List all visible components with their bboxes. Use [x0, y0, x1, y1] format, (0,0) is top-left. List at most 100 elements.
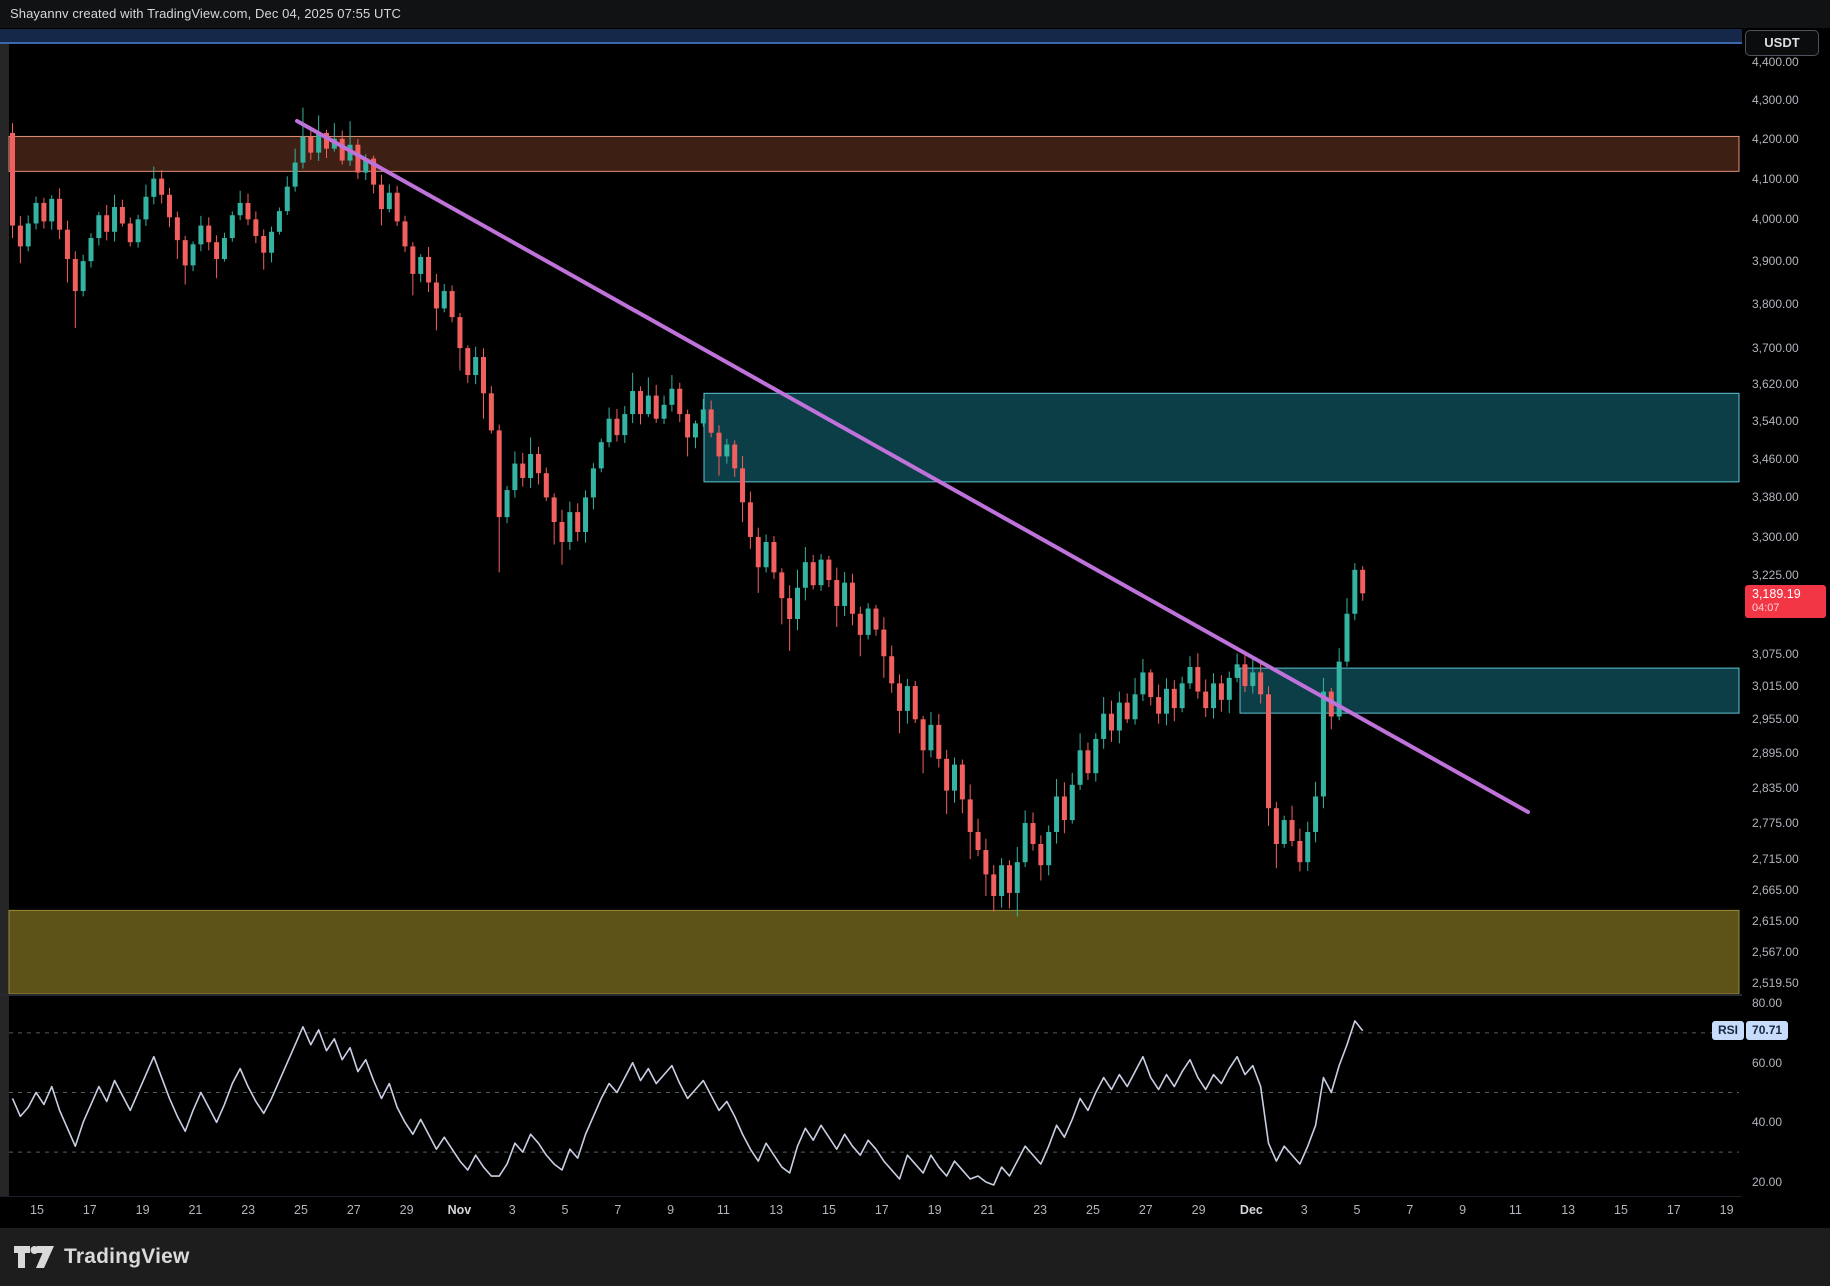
price-axis-label: 2,665.00 [1752, 882, 1799, 897]
time-axis-label: 5 [1353, 1203, 1361, 1217]
last-price-label: 3,189.19 04:07 [1745, 585, 1826, 619]
candle-body [49, 198, 55, 222]
price-axis-label: 3,300.00 [1752, 529, 1799, 544]
price-axis-label: 4,400.00 [1752, 55, 1799, 69]
candle-body [253, 219, 259, 236]
candle-body [802, 562, 808, 588]
candle-body [1328, 691, 1334, 717]
candle-body [1124, 702, 1130, 720]
quote-currency-badge[interactable]: USDT [1745, 30, 1819, 56]
candle-body [1014, 862, 1020, 893]
time-axis-label: 21 [188, 1203, 203, 1217]
candle-body [849, 582, 855, 614]
candle-body [276, 211, 282, 232]
price-axis-label: 3,900.00 [1752, 254, 1799, 269]
candle-body [936, 724, 942, 759]
candle-body [1203, 691, 1209, 709]
candle-body [481, 357, 486, 394]
candle-body [64, 229, 70, 260]
price-axis-label: 2,775.00 [1752, 816, 1799, 831]
candle-body [1156, 697, 1162, 714]
time-axis-label: Nov [447, 1203, 472, 1217]
candle-body [88, 238, 94, 262]
candle-body [221, 238, 227, 260]
price-axis-label: 3,075.00 [1752, 646, 1799, 661]
candle-body [944, 758, 950, 791]
price-axis-label: 3,620.00 [1752, 377, 1799, 392]
price-axis-label: 3,225.00 [1752, 567, 1799, 582]
candle-body [897, 683, 903, 711]
candle-body [810, 562, 816, 586]
candle-body [700, 409, 706, 424]
time-axis-label: 19 [1719, 1203, 1734, 1217]
candle-body [127, 223, 133, 243]
candle-body [245, 202, 251, 220]
candle-body [214, 242, 220, 260]
candle-body [920, 719, 926, 751]
price-axis-label: 4,100.00 [1752, 171, 1799, 186]
candle-body [488, 393, 494, 431]
time-axis-label: 9 [667, 1203, 675, 1217]
candle-body [1187, 667, 1193, 684]
title-bar: Shayannv created with TradingView.com, D… [0, 0, 1830, 28]
candle-body [559, 522, 565, 542]
candle-body [1069, 784, 1075, 821]
candle-body [143, 196, 149, 220]
rsi-pane-bottom-border [0, 1196, 1742, 1197]
candle-body [1061, 796, 1067, 821]
candle-body [818, 559, 824, 586]
candle-body [551, 497, 557, 523]
candle-body [308, 136, 314, 153]
candle-body [363, 158, 369, 173]
candle-body [889, 656, 895, 684]
candle-body [119, 207, 125, 224]
candle-body [261, 235, 267, 253]
time-axis-label: 3 [508, 1203, 516, 1217]
price-axis-label: 3,460.00 [1752, 451, 1799, 466]
descending-trendline[interactable] [295, 119, 1530, 814]
candle-body [740, 468, 746, 503]
candle-body [975, 831, 981, 851]
candlestick-series [10, 107, 1366, 917]
time-axis-label: 21 [980, 1203, 995, 1217]
time-axis-label: 7 [614, 1203, 622, 1217]
support-zone-olive[interactable] [8, 909, 1740, 995]
candle-body [771, 541, 777, 573]
candle-body [1258, 672, 1264, 695]
candle-body [983, 850, 989, 875]
candle-body [1179, 683, 1185, 709]
candle-body [661, 404, 667, 419]
time-axis-label: 17 [1666, 1203, 1681, 1217]
candle-body [433, 282, 439, 309]
time-axis-label: 23 [241, 1203, 256, 1217]
candle-body [520, 463, 526, 478]
candle-body [1140, 672, 1146, 695]
candle-body [1109, 713, 1114, 731]
rsi-axis-label: 80.00 [1752, 996, 1783, 1010]
supply-zone-teal-upper[interactable] [703, 392, 1740, 483]
candle-body [1242, 664, 1248, 687]
time-axis-label: 3 [1300, 1203, 1308, 1217]
candle-body [677, 388, 683, 415]
candle-body [747, 502, 753, 537]
price-axis-label: 4,300.00 [1752, 92, 1799, 107]
time-axis-label: 11 [716, 1203, 730, 1217]
price-axis-label: 3,015.00 [1752, 679, 1799, 694]
candle-body [1006, 865, 1012, 893]
candle-body [959, 764, 965, 800]
resistance-zone-brown[interactable] [8, 135, 1740, 172]
candle-body [1336, 661, 1342, 717]
candle-body [543, 473, 549, 498]
candle-body [441, 291, 447, 309]
candle-body [402, 221, 408, 247]
candle-body [80, 261, 86, 292]
candle-body [300, 136, 306, 163]
candle-body [10, 132, 15, 226]
rsi-label: RSI [1712, 1020, 1745, 1040]
candle-body [967, 799, 973, 832]
pane-separator[interactable] [0, 994, 1742, 996]
candle-body [449, 291, 455, 318]
tradingview-logo[interactable]: TradingView [13, 1242, 190, 1272]
